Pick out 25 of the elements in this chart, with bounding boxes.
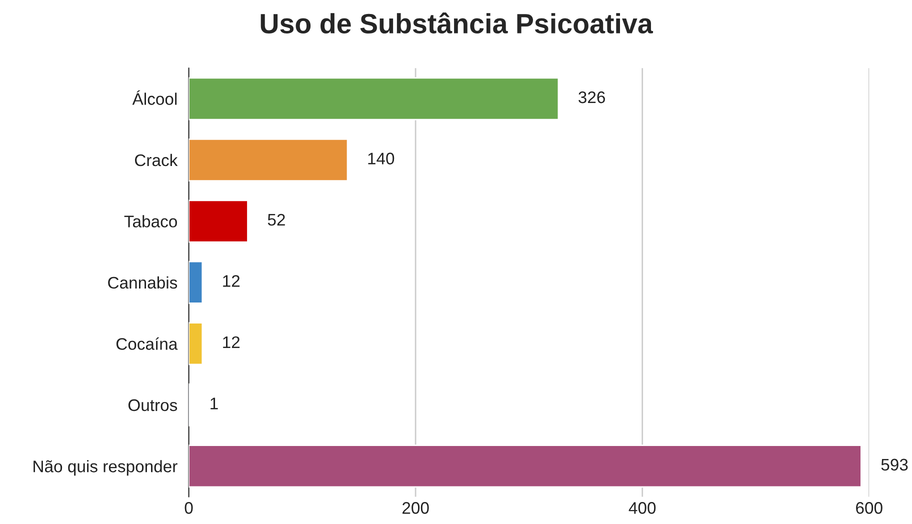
bar [188,200,248,243]
data-label: 140 [368,152,394,164]
y-tick-label: Cocaína [116,337,178,350]
x-tick-label: 600 [856,502,882,514]
data-label: 12 [223,275,240,287]
y-tick-label: Álcool [132,90,177,105]
data-label: 52 [268,214,285,226]
y-tick-label: Outros [128,399,178,412]
y-tick-label: Cannabis [108,276,178,289]
y-tick-label: Crack [135,154,178,166]
x-tick-label: 400 [628,502,656,514]
data-label: 12 [223,336,240,348]
data-label: 1 [210,398,218,410]
bar [188,260,204,304]
bar [188,138,348,182]
x-tick-label: 0 [184,502,193,514]
y-tick-label: Tabaco [124,215,177,228]
bar [188,322,204,366]
bar [188,444,862,488]
chart-title: Uso de Substância Psicoativa [260,12,654,34]
y-tick-label: Não quis responder [34,460,178,476]
data-label: 326 [578,91,605,104]
bar [188,77,560,120]
x-tick-label: 200 [402,502,429,514]
data-label: 593 [881,458,908,471]
